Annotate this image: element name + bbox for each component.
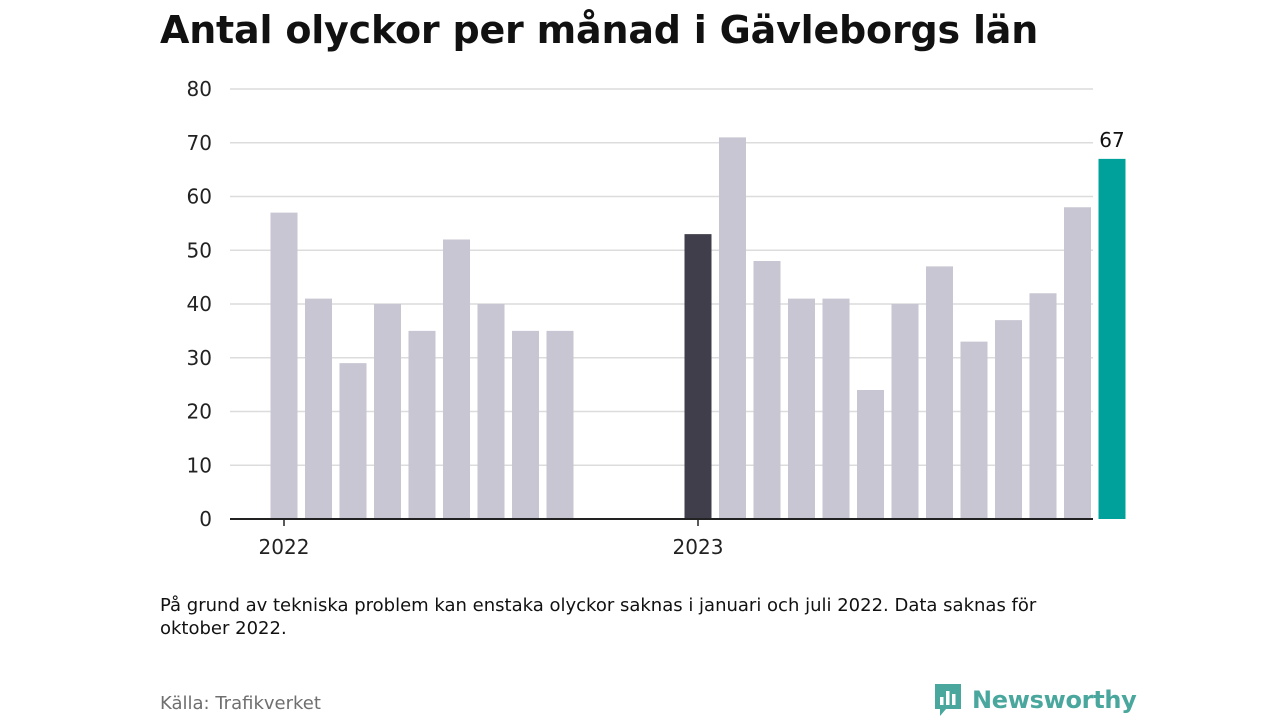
bar	[408, 330, 436, 519]
bar	[339, 363, 367, 519]
bar	[719, 137, 746, 519]
y-tick-label: 80	[187, 77, 212, 101]
data-label: 67	[1099, 128, 1124, 152]
y-tick-label: 60	[187, 185, 212, 209]
y-tick-label: 0	[199, 507, 212, 531]
bar	[1029, 293, 1057, 519]
y-tick-label: 40	[187, 292, 212, 316]
brand-name: Newsworthy	[972, 686, 1137, 714]
bar	[995, 320, 1022, 519]
data-labels: 67	[1099, 128, 1124, 152]
bar	[270, 212, 298, 519]
bar	[753, 261, 781, 519]
bar	[477, 304, 505, 519]
bar	[443, 239, 470, 519]
bar	[891, 304, 919, 519]
grid-lines	[230, 88, 1093, 466]
y-tick-label: 70	[187, 131, 212, 155]
newsworthy-logo-icon	[935, 684, 961, 716]
y-tick-label: 50	[187, 238, 212, 262]
bar	[960, 341, 988, 519]
y-tick-label: 10	[187, 453, 212, 477]
x-tick-label: 2022	[259, 535, 310, 559]
bar	[546, 330, 574, 519]
brand-logo: Newsworthy	[932, 682, 1137, 718]
bars	[270, 137, 1126, 519]
bar	[1064, 207, 1091, 519]
bar	[512, 330, 539, 519]
bar	[857, 390, 884, 519]
y-tick-label: 30	[187, 346, 212, 370]
bar	[305, 298, 332, 519]
source-label: Källa: Trafikverket	[160, 693, 321, 714]
page-title: Antal olyckor per månad i Gävleborgs län	[160, 8, 1039, 52]
bar	[374, 304, 401, 519]
bar	[926, 266, 953, 519]
x-axis-ticks: 2022 2023	[259, 519, 724, 559]
y-tick-label: 20	[187, 400, 212, 424]
bar	[684, 234, 712, 519]
bar	[788, 298, 815, 519]
x-tick-label: 2023	[673, 535, 724, 559]
footnote: På grund av tekniska problem kan enstaka…	[160, 595, 1037, 639]
y-axis-tick-labels: 0 10 20 30 40 50 60 70 80	[187, 77, 212, 531]
bar	[1098, 158, 1126, 519]
bar	[822, 298, 850, 519]
